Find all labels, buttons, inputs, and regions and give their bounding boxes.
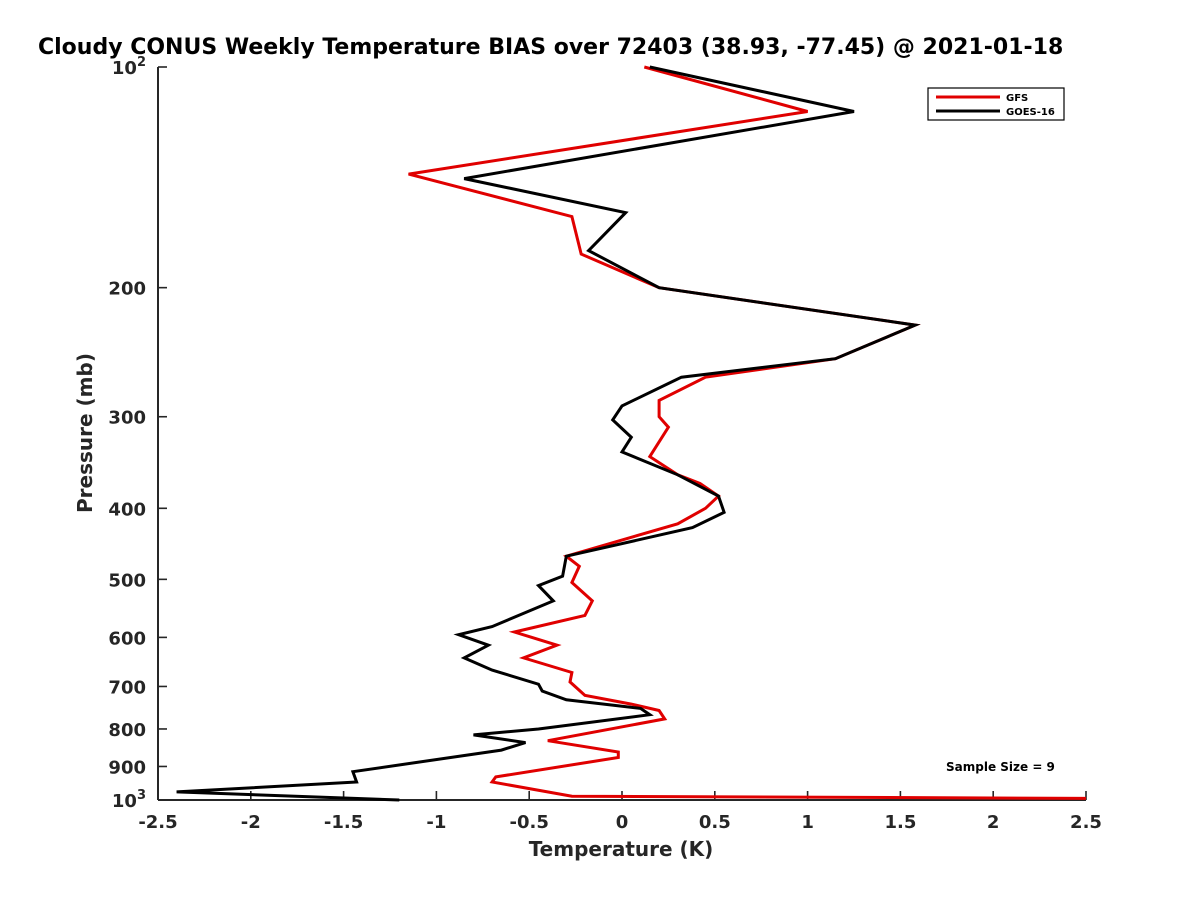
y-tick-label: 500 xyxy=(108,570,146,591)
legend-label-gfs: GFS xyxy=(1006,93,1028,104)
chart-title: Cloudy CONUS Weekly Temperature BIAS ove… xyxy=(38,35,1063,60)
y-tick-label: 102 xyxy=(112,55,146,79)
x-tick-label: -0.5 xyxy=(510,812,549,833)
x-tick-label: 0.5 xyxy=(699,812,731,833)
legend: GFS GOES-16 xyxy=(927,87,1065,121)
x-tick-label: -1 xyxy=(426,812,446,833)
x-tick-label: 0 xyxy=(616,812,629,833)
x-tick-label: 1.5 xyxy=(884,812,916,833)
axis-ticks: -2.5 -2 -1.5 -1 -0.5 0 0.5 1 1.5 2 2.5 102 200 300 400… xyxy=(108,55,1102,833)
y-tick-label: 400 xyxy=(108,499,146,520)
y-tick-label: 700 xyxy=(108,677,146,698)
y-tick-label: 900 xyxy=(108,757,146,778)
x-tick-label: -1.5 xyxy=(324,812,363,833)
y-tick-label: 600 xyxy=(108,628,146,649)
y-tick-label: 300 xyxy=(108,408,146,429)
sample-size-note: Sample Size = 9 xyxy=(946,760,1055,774)
x-axis-label: Temperature (K) xyxy=(529,837,714,861)
plot-area: -2.5 -2 -1.5 -1 -0.5 0 0.5 1 1.5 2 2.5 102 200 300 400… xyxy=(108,55,1102,833)
series-line-goes-16 xyxy=(176,65,921,802)
x-tick-label: 2 xyxy=(987,812,1000,833)
y-tick-label: 800 xyxy=(108,720,146,741)
series-line-gfs xyxy=(408,65,1087,800)
x-tick-label: 1 xyxy=(801,812,814,833)
y-tick-label: 200 xyxy=(108,279,146,300)
x-tick-label: 2.5 xyxy=(1070,812,1102,833)
legend-label-goes-16: GOES-16 xyxy=(1006,107,1055,118)
x-tick-label: -2 xyxy=(241,812,261,833)
y-tick-label: 103 xyxy=(112,788,146,812)
legend-box xyxy=(927,87,1065,121)
series-lines xyxy=(176,65,1087,802)
y-axis-label: Pressure (mb) xyxy=(73,353,97,513)
x-tick-label: -2.5 xyxy=(138,812,177,833)
